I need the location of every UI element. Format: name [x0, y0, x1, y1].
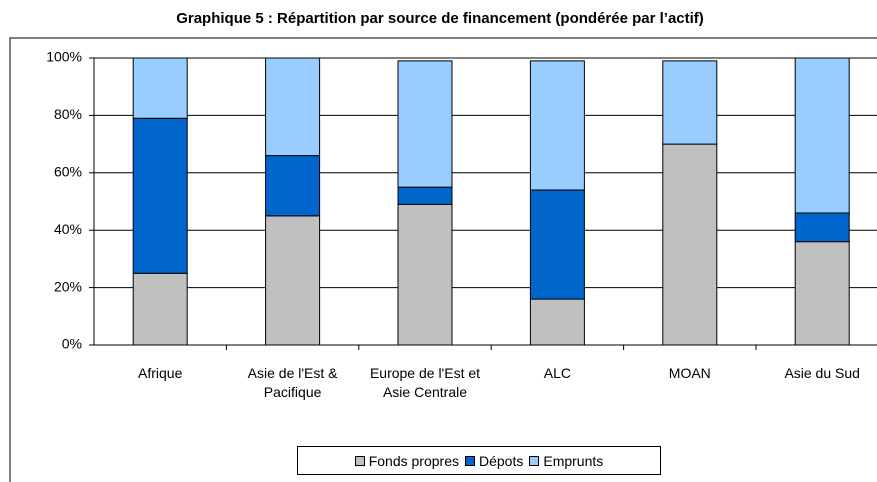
chart-title: Graphique 5 : Répartition par source de …	[176, 10, 704, 27]
bar-segment	[662, 60, 718, 145]
bar-segment	[662, 143, 718, 346]
bar-segment	[265, 57, 321, 157]
bar-segment	[794, 57, 850, 214]
bar-segment	[529, 189, 585, 300]
y-tick-label: 20%	[54, 278, 82, 294]
legend-label: Fonds propres	[368, 452, 459, 469]
legend-item: Fonds propres	[354, 452, 459, 469]
y-tick-label: 0%	[62, 336, 82, 352]
y-tick-label: 60%	[54, 164, 82, 180]
y-tick-label: 80%	[54, 106, 82, 122]
x-tick-label: ALC	[543, 365, 571, 381]
bar-segment	[529, 298, 585, 346]
x-tick-label: Europe de l'Est et Asie Centrale	[369, 365, 481, 400]
x-tick-label: Asie du Sud	[784, 365, 860, 381]
legend-label: Dépots	[479, 452, 524, 469]
bar-segment	[132, 57, 188, 119]
bar-segment	[132, 272, 188, 346]
legend-swatch	[354, 455, 365, 466]
x-tick-label: Afrique	[138, 365, 183, 381]
bar-segment	[132, 117, 188, 274]
legend-item: Dépots	[465, 453, 523, 469]
bar-segment	[397, 203, 453, 346]
bar-segment	[397, 60, 453, 188]
bar-segment	[265, 155, 321, 217]
bar-segment	[529, 60, 585, 191]
legend-swatch	[529, 455, 540, 466]
bar-segment	[794, 212, 850, 243]
bar-segment	[794, 241, 850, 346]
y-tick-label: 40%	[54, 221, 82, 237]
y-tick-label: 100%	[46, 49, 82, 65]
bar-segment	[265, 215, 321, 346]
x-tick-label: MOAN	[668, 365, 711, 381]
legend: Fonds propres Dépots Emprunts	[297, 446, 661, 475]
legend-swatch	[465, 455, 475, 466]
x-tick-label: Asie de l'Est & Pacifique	[247, 365, 338, 400]
legend-item: Emprunts	[529, 453, 603, 469]
frame	[9, 37, 877, 482]
bar-segment	[397, 186, 453, 205]
legend-label: Emprunts	[543, 452, 604, 469]
